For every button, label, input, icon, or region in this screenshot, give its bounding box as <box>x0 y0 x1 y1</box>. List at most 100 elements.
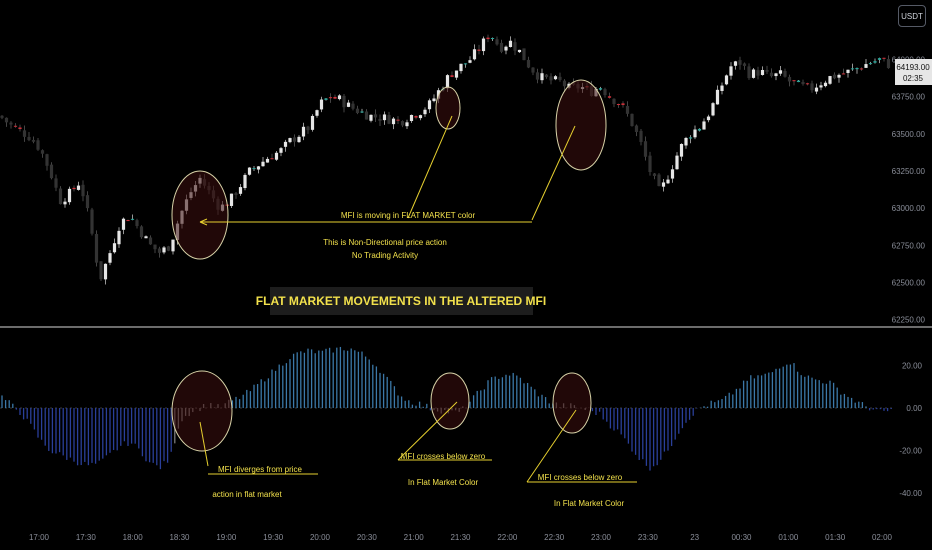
candle <box>877 57 882 64</box>
mfi-annotation-color-1: In Flat Market Color <box>408 478 479 487</box>
candle <box>864 59 868 68</box>
candle <box>823 80 828 88</box>
time-axis[interactable]: 17:00 17:30 18:00 18:30 19:00 19:30 20:00 20:30… <box>29 533 893 542</box>
candle <box>67 186 72 205</box>
candle <box>234 191 238 199</box>
candle <box>630 113 634 127</box>
candle <box>22 125 27 142</box>
candle <box>859 67 864 71</box>
last-price-label: 64193.00 <box>896 63 930 72</box>
candle <box>688 135 693 144</box>
candle <box>711 102 715 117</box>
candle <box>126 219 130 222</box>
candle <box>742 62 747 70</box>
candle <box>706 114 711 123</box>
time-tick: 02:00 <box>872 533 893 542</box>
mfi-circle-2 <box>430 372 470 430</box>
candle <box>166 245 171 252</box>
candle <box>733 60 738 70</box>
last-price-tag[interactable]: 64193.00 02:35 <box>895 59 932 85</box>
candle <box>679 143 684 161</box>
time-tick: 00:30 <box>731 533 752 542</box>
candle <box>13 123 18 128</box>
candle <box>729 62 733 80</box>
candle <box>652 172 657 180</box>
candle <box>418 114 423 121</box>
candle <box>634 124 639 137</box>
candle <box>405 119 409 129</box>
price-axis[interactable]: 64000.0063750.0063500.0063250.0063000.00… <box>892 55 926 324</box>
mfi-histogram <box>1 346 892 471</box>
candle <box>531 67 535 76</box>
candle <box>751 67 756 79</box>
mfi-annotation-line-1 <box>199 421 209 467</box>
candle <box>873 58 877 64</box>
candle <box>153 244 157 254</box>
candle <box>256 166 261 174</box>
mfi-annotation-line-2 <box>397 401 458 461</box>
candle <box>346 99 351 108</box>
candle <box>666 175 670 185</box>
mfi-axis[interactable]: 20.00 0.00 -20.00 -40.00 <box>899 362 922 499</box>
candle <box>306 125 310 134</box>
candle <box>76 181 81 191</box>
candle <box>369 114 373 123</box>
candle <box>292 134 297 147</box>
candle <box>778 65 783 76</box>
price-tick: 62750.00 <box>892 241 926 250</box>
candle <box>283 139 288 152</box>
candle <box>148 235 153 245</box>
title-box <box>270 287 533 315</box>
candle <box>499 39 504 54</box>
price-tick: 63750.00 <box>892 93 926 102</box>
candle <box>612 98 616 108</box>
price-tick: 63250.00 <box>892 167 926 176</box>
candle <box>27 132 31 142</box>
candle <box>648 151 652 176</box>
chart-heading: FLAT MARKET MOVEMENTS IN THE ALTERED MFI <box>256 294 546 308</box>
currency-button[interactable]: USDT <box>898 5 926 27</box>
candle <box>850 63 855 71</box>
mfi-tick: -20.00 <box>899 447 922 456</box>
candle <box>261 157 265 167</box>
candle <box>315 109 319 118</box>
candle <box>747 63 751 80</box>
annotation-line-3 <box>531 125 576 221</box>
candle <box>553 75 558 81</box>
time-tick: 17:30 <box>76 533 97 542</box>
candle <box>108 250 112 266</box>
candle <box>832 72 837 80</box>
candle <box>657 173 661 187</box>
candle <box>526 56 531 69</box>
candle <box>58 186 63 205</box>
mfi-annotation-diverges: MFI diverges from price <box>218 465 303 474</box>
mfi-tick: 0.00 <box>906 404 922 413</box>
highlight-circle-3 <box>555 79 607 171</box>
price-tick: 62250.00 <box>892 316 926 325</box>
candle <box>409 114 414 123</box>
candle <box>414 115 418 120</box>
candle <box>144 235 148 239</box>
candle <box>855 67 859 74</box>
candle <box>40 149 45 158</box>
candle <box>805 82 810 86</box>
candle <box>387 111 391 125</box>
mfi-circle-1 <box>171 370 233 452</box>
mfi-annotation-cross-2: MFI crosses below zero <box>538 473 623 482</box>
candle <box>463 63 468 68</box>
candle <box>130 214 135 221</box>
candle <box>333 94 337 100</box>
candle <box>94 230 99 267</box>
candle <box>792 80 796 86</box>
annotation-flat-color: MFI is moving in FLAT MARKET color <box>341 211 476 220</box>
candle <box>355 105 360 115</box>
candle <box>828 75 832 85</box>
candle <box>139 225 144 239</box>
candle <box>738 56 742 70</box>
candle <box>607 92 612 99</box>
time-tick: 19:30 <box>263 533 284 542</box>
candle <box>882 57 886 62</box>
candle <box>364 109 369 120</box>
candle <box>121 217 126 235</box>
